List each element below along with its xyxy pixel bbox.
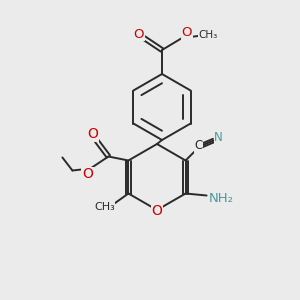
Text: O: O xyxy=(152,204,162,218)
Text: NH₂: NH₂ xyxy=(209,192,234,205)
Text: O: O xyxy=(82,167,93,182)
Text: CH₃: CH₃ xyxy=(198,30,218,40)
Text: O: O xyxy=(182,26,192,40)
Text: N: N xyxy=(214,131,223,144)
Text: O: O xyxy=(87,128,98,142)
Text: C: C xyxy=(194,139,203,152)
Text: CH₃: CH₃ xyxy=(94,202,115,212)
Text: O: O xyxy=(134,28,144,40)
